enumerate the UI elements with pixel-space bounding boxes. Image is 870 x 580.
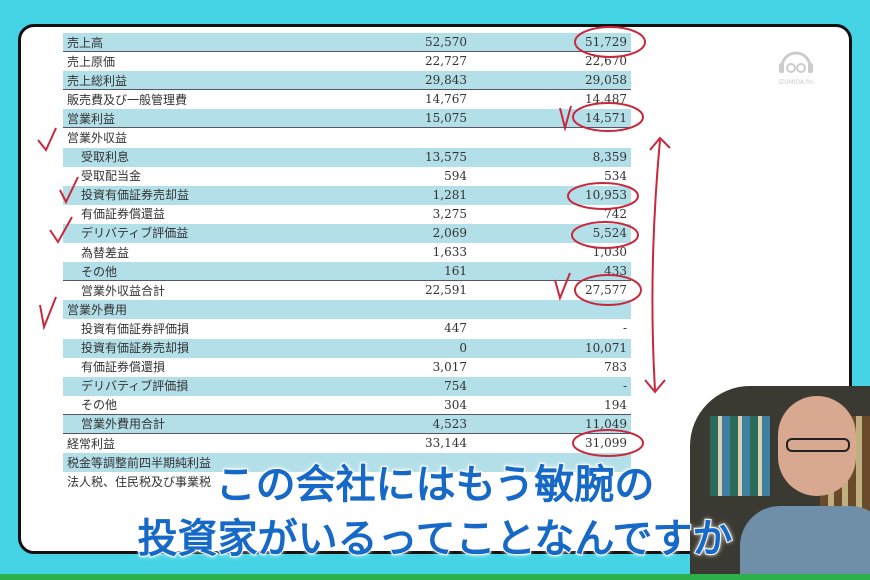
row-label: 有価証券償還益	[81, 207, 166, 222]
row-label: 投資有価証券評価損	[81, 321, 190, 336]
value-current: 22,670	[585, 54, 627, 69]
table-row: 有価証券償還損 3,017 783	[63, 358, 631, 377]
value-prior: 13,575	[425, 149, 467, 164]
table-row: 営業外費用合計 4,523 11,049	[63, 414, 631, 434]
value-prior: 3,275	[432, 206, 467, 221]
row-label: 営業外費用	[67, 302, 128, 317]
value-current: 1,030	[592, 245, 627, 260]
value-current: 742	[604, 206, 627, 221]
value-prior: 52,570	[425, 35, 467, 50]
row-label: 売上原価	[67, 54, 116, 69]
table-row: デリバティブ評価損 754 -	[63, 376, 631, 396]
value-prior: 3,017	[432, 359, 467, 374]
value-prior: 1,281	[432, 187, 467, 202]
value-prior: 22,591	[425, 283, 467, 298]
row-label: 営業外収益	[67, 131, 128, 146]
table-row: その他 304 194	[63, 396, 631, 415]
subtitle-line-2: 投資家がいるってことなんですか	[137, 515, 734, 563]
value-current: 11,049	[585, 416, 627, 431]
table-row: 営業利益 15,075 14,571	[63, 109, 631, 129]
row-label: 法人税、住民税及び事業税	[67, 474, 212, 489]
headphones-glasses-icon	[779, 51, 813, 73]
table-row: デリバティブ評価益 2,069 5,524	[63, 223, 631, 244]
row-label: 営業利益	[67, 111, 116, 126]
channel-logo: IZUMIDA.fm	[771, 47, 821, 86]
presenter-video	[690, 386, 870, 576]
value-prior: 304	[444, 397, 467, 412]
value-prior: 14,767	[425, 92, 467, 107]
table-row: 営業外収益	[63, 128, 631, 147]
value-current: -	[622, 378, 627, 393]
row-label: デリバティブ評価益	[81, 226, 189, 241]
row-label: 投資有価証券売却損	[81, 341, 190, 356]
table-row: その他 161 433	[63, 262, 631, 282]
table-row: 受取配当金 594 534	[63, 167, 631, 186]
table-row: 為替差益 1,633 1,030	[63, 243, 631, 262]
table-row: 売上原価 22,727 22,670	[63, 52, 631, 71]
row-label: 売上高	[67, 35, 104, 50]
row-label: デリバティブ評価損	[81, 379, 189, 394]
value-prior: 447	[444, 321, 467, 336]
value-current: 534	[604, 168, 627, 183]
table-row: 受取利息 13,575 8,359	[63, 147, 631, 167]
value-current: 10,071	[585, 340, 627, 355]
row-label: 為替差益	[81, 245, 130, 260]
value-prior: 594	[444, 168, 467, 183]
income-statement-table: 売上高 52,570 51,729 売上原価 22,727 22,670 売上総利益 29,8…	[63, 33, 631, 491]
value-prior: 29,843	[425, 73, 467, 88]
row-label: その他	[81, 264, 118, 279]
value-current: 31,099	[585, 436, 627, 451]
table-row: 投資有価証券評価損 447 -	[63, 319, 631, 338]
value-prior: 1,633	[432, 245, 467, 260]
table-row: 経常利益 33,144 31,099	[63, 434, 631, 453]
row-label: 投資有価証券売却益	[81, 188, 190, 203]
table-row: 税金等調整前四半期純利益	[63, 453, 631, 473]
row-label: 販売費及び一般管理費	[67, 92, 188, 107]
table-row: 販売費及び一般管理費 14,767 14,487	[63, 90, 631, 109]
row-label: 営業外収益合計	[81, 283, 166, 298]
row-label: 受取利息	[81, 150, 130, 165]
value-prior: 0	[459, 340, 467, 355]
value-current: 51,729	[585, 35, 627, 50]
value-prior: 4,523	[432, 416, 467, 431]
table-row: 営業外収益合計 22,591 27,577	[63, 281, 631, 300]
row-label: 営業外費用合計	[81, 417, 166, 432]
table-row: 売上高 52,570 51,729	[63, 33, 631, 53]
row-label: 受取配当金	[81, 169, 142, 184]
value-current: 783	[604, 359, 627, 374]
value-current: -	[622, 321, 627, 336]
table-row: 売上総利益 29,843 29,058	[63, 71, 631, 91]
table-row: 投資有価証券売却損 0 10,071	[63, 338, 631, 358]
row-label: 税金等調整前四半期純利益	[67, 455, 212, 470]
value-current: 29,058	[585, 73, 627, 88]
value-current: 194	[604, 397, 627, 412]
value-current: 8,359	[592, 149, 627, 164]
value-current: 27,577	[585, 283, 627, 298]
value-prior: 754	[444, 378, 467, 393]
value-prior: 33,144	[425, 436, 467, 451]
value-current: 433	[604, 264, 627, 279]
table-row: 投資有価証券売却益 1,281 10,953	[63, 185, 631, 205]
slide-panel: 売上高 52,570 51,729 売上原価 22,727 22,670 売上総利益 29,8…	[18, 24, 852, 554]
value-current: 5,524	[592, 225, 627, 240]
logo-text: IZUMIDA.fm	[778, 79, 814, 86]
row-label: 有価証券償還損	[81, 360, 166, 375]
table-row: 有価証券償還益 3,275 742	[63, 205, 631, 224]
table-row: 法人税、住民税及び事業税	[63, 472, 631, 491]
value-current: 14,487	[585, 92, 627, 107]
row-label: 経常利益	[67, 436, 116, 451]
value-prior: 22,727	[425, 54, 467, 69]
value-prior: 2,069	[432, 225, 467, 240]
value-prior: 161	[444, 264, 467, 279]
value-prior: 15,075	[425, 111, 467, 126]
subtitle-line-1: この会社にはもう敏腕の	[215, 461, 656, 509]
row-label: その他	[81, 398, 118, 413]
table-row: 営業外費用	[63, 300, 631, 320]
value-current: 10,953	[585, 187, 627, 202]
row-label: 売上総利益	[67, 73, 128, 88]
value-current: 14,571	[585, 111, 627, 126]
bottom-bar	[0, 574, 870, 580]
